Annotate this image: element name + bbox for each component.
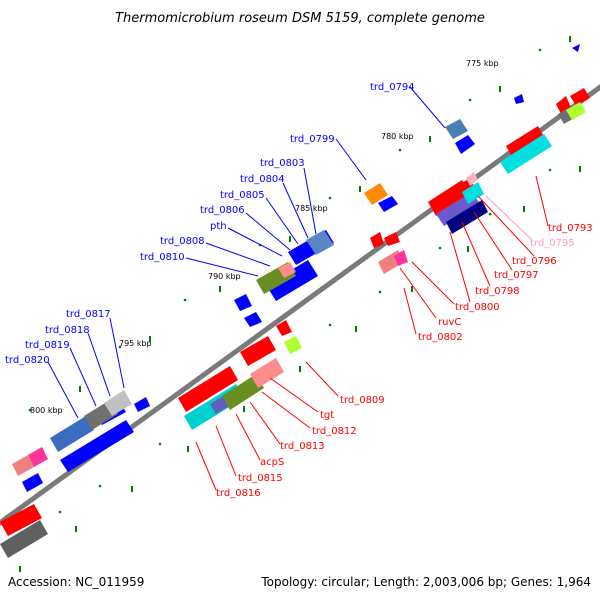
forward-gene-arrows — [22, 44, 580, 492]
forward-leader-lines — [47, 86, 446, 419]
gene-label-trd-0817: trd_0817 — [66, 309, 111, 320]
gene-label-trd-0796: trd_0796 — [512, 256, 557, 267]
pink-leader-line — [485, 195, 533, 241]
gene-label-trd-0794: trd_0794 — [370, 82, 415, 93]
gene-label-trd-0793: trd_0793 — [548, 223, 593, 234]
gene-label-trd-0804: trd_0804 — [240, 174, 285, 185]
reverse-leader-lines — [195, 175, 549, 491]
scale-tick-label: 780 kbp — [381, 132, 414, 141]
gene-label-trd-0797: trd_0797 — [494, 270, 539, 281]
gene-label-trd-0805: trd_0805 — [220, 190, 265, 201]
scale-tick-label: 800 kbp — [30, 406, 63, 415]
gene-label-trd-0819: trd_0819 — [25, 340, 70, 351]
gene-label-pth: pth — [210, 221, 227, 232]
gene-label-trd-0800: trd_0800 — [455, 302, 500, 313]
tick-dots — [28, 48, 552, 514]
scale-tick-label: 790 kbp — [208, 272, 241, 281]
gene-label-ruvc: ruvC — [438, 317, 461, 328]
gene-label-trd-0812: trd_0812 — [312, 426, 357, 437]
map-title: Thermomicrobium roseum DSM 5159, complet… — [115, 11, 485, 26]
scale-tick-label: 775 kbp — [466, 59, 499, 68]
gene-label-trd-0799: trd_0799 — [290, 134, 335, 145]
gene-label-trd-0818: trd_0818 — [45, 325, 90, 336]
gene-label-trd-0820: trd_0820 — [5, 355, 50, 366]
reverse-gene-blocks — [0, 102, 586, 558]
gene-label-trd-0795: trd_0795 — [530, 238, 575, 249]
gene-label-trd-0815: trd_0815 — [238, 473, 283, 484]
gene-label-trd-0806: trd_0806 — [200, 205, 245, 216]
gene-label-acps: acpS — [260, 457, 284, 468]
gene-label-trd-0798: trd_0798 — [475, 286, 520, 297]
gene-label-trd-0810: trd_0810 — [140, 252, 185, 263]
tick-marks — [19, 36, 581, 572]
gene-label-trd-0803: trd_0803 — [260, 158, 305, 169]
gene-label-trd-0809: trd_0809 — [340, 395, 385, 406]
genome-summary-text: Topology: circular; Length: 2,003,006 bp… — [260, 575, 591, 589]
gene-label-trd-0816: trd_0816 — [216, 488, 261, 499]
forward-gene-blocks — [12, 119, 468, 476]
scale-tick-label: 795 kbp — [119, 339, 152, 348]
accession-text: Accession: NC_011959 — [8, 575, 144, 589]
gene-label-trd-0802: trd_0802 — [418, 332, 463, 343]
gene-label-trd-0813: trd_0813 — [280, 441, 325, 452]
gene-label-tgt: tgt — [320, 410, 334, 421]
reverse-gene-arrows — [0, 88, 590, 536]
gene-label-trd-0808: trd_0808 — [160, 236, 205, 247]
